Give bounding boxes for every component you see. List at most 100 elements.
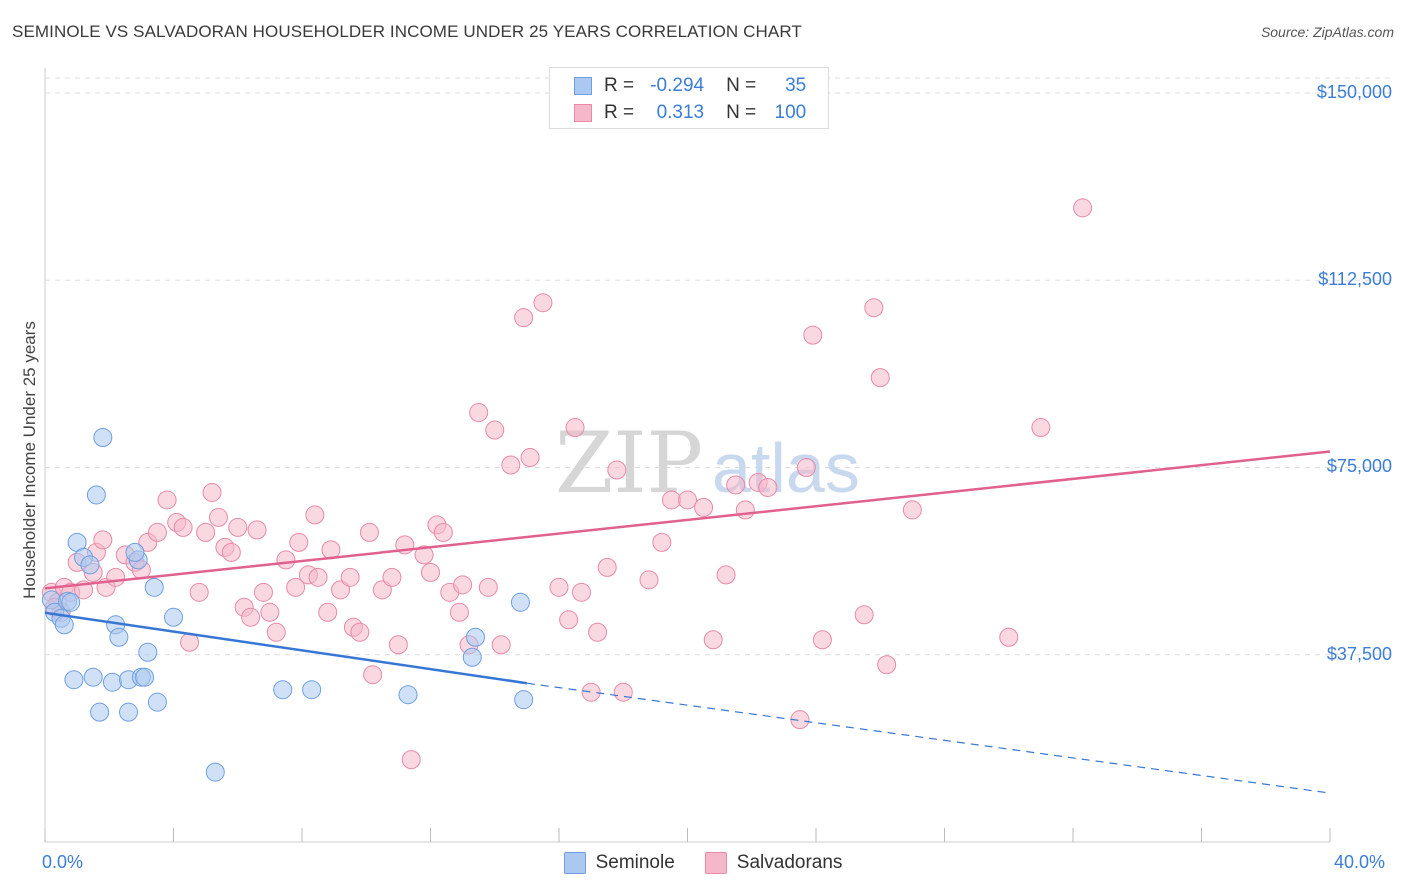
r-value-salvadorans: 0.313 [656,102,705,123]
salvadorans-point [157,490,177,510]
seminole-point [119,702,139,722]
salvadorans-point [478,577,498,597]
seminole-point [86,485,106,505]
salvadorans-point [639,570,659,590]
legend-row-seminole: R = -0.294 N = 35 [574,74,806,98]
salvadorans-point [607,460,627,480]
n-label: N = [726,102,757,123]
salvadorans-points [41,198,1093,770]
salvadorans-point [286,577,306,597]
salvadorans-point [276,550,296,570]
salvadorans-point [208,507,228,527]
salvadorans-point [735,500,755,520]
seminole-point [514,690,534,710]
seminole-point [138,642,158,662]
legend-item-salvadorans: Salvadorans [704,852,842,874]
salvadorans-point [491,635,511,655]
seminole-point [93,428,113,448]
seminole-swatch [574,77,592,95]
watermark-atlas: atlas [712,429,860,507]
seminole-point [83,667,103,687]
salvadorans-swatch [704,852,727,874]
seminole-points [41,428,534,782]
salvadorans-point [533,293,553,313]
seminole-point [61,592,81,612]
salvadorans-point [449,602,469,622]
trend-lines [44,450,1331,794]
salvadorans-point [613,682,633,702]
salvadorans-trend-line [44,450,1331,590]
seminole-trend-line [44,611,528,685]
legend-label-seminole: Seminole [595,852,675,873]
x-tick-label-max: 40.0% [1334,852,1386,872]
salvadorans-point [571,582,591,602]
y-tick-label: $37,500 [1326,643,1392,664]
salvadorans-point [501,455,521,475]
salvadorans-point [588,622,608,642]
salvadorans-point [520,447,540,467]
seminole-point [54,615,74,635]
seminole-point [80,555,100,575]
seminole-point [135,667,155,687]
salvadorans-point [289,532,309,552]
salvadorans-point [999,627,1019,647]
seminole-point [147,692,167,712]
salvadorans-point [453,575,473,595]
salvadorans-point [359,522,379,542]
salvadorans-point [93,530,113,550]
seminole-point [398,685,418,705]
salvadorans-point [363,665,383,685]
y-tick-label: $112,500 [1318,269,1392,290]
salvadorans-point [1073,198,1093,218]
r-value-seminole: -0.294 [650,75,705,96]
salvadorans-point [173,517,193,537]
salvadorans-point [565,418,585,438]
seminole-swatch [563,852,586,874]
salvadorans-point [758,477,778,497]
x-tick-label-min: 0.0% [42,852,84,872]
salvadorans-point [421,562,440,582]
r-label: R = [604,75,635,96]
seminole-point [125,542,145,562]
salvadorans-swatch [574,104,592,122]
source-label: Source: ZipAtlas.com [1260,24,1394,40]
salvadorans-point [870,368,890,388]
legend-item-seminole: Seminole [563,852,675,874]
salvadorans-point [485,420,505,440]
legend-row-salvadorans: R = 0.313 N = 100 [574,101,806,125]
seminole-point [164,607,183,627]
salvadorans-point [652,532,672,552]
salvadorans-point [401,750,421,770]
salvadorans-point [388,635,408,655]
series-legend: Seminole Salvadorans [0,852,1406,874]
salvadorans-point [106,567,126,587]
n-value-seminole: 35 [785,75,807,96]
seminole-point [462,647,482,667]
salvadorans-point [902,500,922,520]
salvadorans-point [864,298,884,318]
salvadorans-point [189,582,209,602]
salvadorans-point [796,457,816,477]
salvadorans-point [247,520,267,540]
salvadorans-point [382,567,402,587]
seminole-point [64,670,84,690]
salvadorans-point [726,475,746,495]
salvadorans-point [308,567,328,587]
salvadorans-point [221,542,241,562]
axes [44,68,1331,843]
salvadorans-point [305,505,325,525]
seminole-point [273,680,293,700]
salvadorans-point [678,490,697,510]
salvadorans-point [514,308,534,328]
salvadorans-point [581,682,601,702]
seminole-point [465,627,485,647]
seminole-trend-extension [526,682,1331,794]
salvadorans-point [202,482,222,502]
salvadorans-point [196,522,216,542]
y-tick-label: $150,000 [1316,81,1392,102]
salvadorans-point [340,567,360,587]
seminole-point [302,680,322,700]
salvadorans-point [253,582,273,602]
y-tick-label: $75,000 [1326,456,1392,477]
seminole-point [510,592,530,612]
